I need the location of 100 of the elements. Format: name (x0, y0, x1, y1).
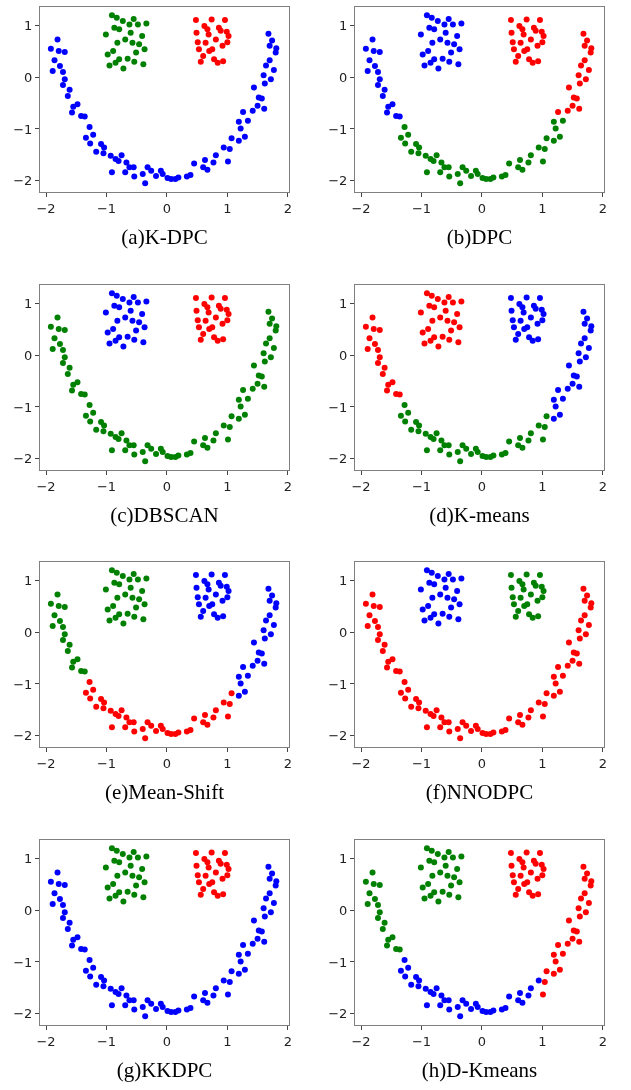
point (585, 344, 592, 351)
point (114, 39, 121, 46)
point (370, 47, 377, 54)
point (221, 849, 228, 856)
point (59, 637, 66, 644)
point (111, 24, 118, 31)
y-tick-label: 1 (24, 295, 33, 311)
x-tick-label: −1 (411, 200, 432, 216)
point (422, 152, 429, 159)
point (413, 418, 420, 425)
point (116, 581, 123, 588)
point (431, 26, 438, 33)
point (437, 869, 444, 876)
point (578, 62, 585, 69)
point (82, 689, 89, 696)
point (416, 422, 423, 429)
point (454, 32, 461, 39)
point (516, 989, 523, 996)
point (576, 105, 583, 112)
point (425, 880, 432, 887)
point (87, 695, 94, 702)
point (129, 872, 136, 879)
point (133, 326, 140, 333)
point (219, 875, 226, 882)
point (463, 1000, 470, 1007)
point (512, 58, 519, 65)
point (417, 308, 424, 315)
point (448, 326, 455, 333)
y-tick-label: −1 (13, 676, 33, 692)
point (141, 601, 148, 608)
point (421, 62, 428, 69)
point (527, 591, 534, 598)
point (219, 42, 226, 49)
point (543, 135, 550, 142)
point (116, 611, 123, 618)
point (140, 893, 147, 900)
point (575, 349, 582, 356)
point (515, 608, 522, 615)
point (143, 298, 150, 305)
point (127, 307, 134, 314)
point (417, 586, 424, 593)
point (141, 878, 148, 885)
point (580, 308, 587, 315)
point (263, 617, 270, 624)
point (226, 701, 233, 708)
point (556, 966, 563, 973)
point (381, 919, 388, 926)
x-tick-label: −2 (351, 200, 371, 216)
point (539, 316, 546, 323)
point (425, 47, 432, 54)
point (374, 82, 381, 89)
point (108, 12, 115, 19)
point (191, 715, 198, 722)
point (200, 719, 207, 726)
x-tick-label: −1 (411, 478, 432, 494)
point (429, 317, 436, 324)
point (437, 169, 444, 176)
point (535, 58, 542, 65)
point (444, 872, 451, 879)
point (434, 17, 441, 24)
point (455, 616, 462, 623)
point (419, 884, 426, 891)
point (204, 721, 211, 728)
point (51, 612, 58, 619)
point (423, 169, 430, 176)
point (455, 893, 462, 900)
point (111, 857, 118, 864)
point (565, 917, 572, 924)
point (512, 891, 519, 898)
point (439, 55, 446, 62)
x-tick-label: −2 (36, 478, 56, 494)
y-tick-label: 0 (339, 347, 348, 363)
point (225, 32, 232, 39)
point (578, 894, 585, 901)
point (539, 158, 546, 165)
point (439, 333, 446, 340)
point (523, 848, 530, 855)
point (527, 36, 534, 43)
point (100, 705, 107, 712)
point (224, 871, 231, 878)
point (442, 862, 449, 869)
point (423, 289, 430, 296)
point (581, 875, 588, 882)
point (142, 735, 149, 742)
point (423, 1001, 430, 1008)
y-tick-label: −2 (328, 173, 348, 189)
point (509, 39, 516, 46)
point (582, 908, 589, 915)
point (445, 996, 452, 1003)
point (444, 594, 451, 601)
point (371, 62, 378, 69)
point (126, 21, 133, 28)
point (224, 39, 231, 46)
point (431, 333, 438, 340)
point (421, 894, 428, 901)
point (581, 42, 588, 49)
point (446, 58, 453, 65)
point (113, 569, 120, 576)
point (446, 173, 453, 180)
point (143, 575, 150, 582)
